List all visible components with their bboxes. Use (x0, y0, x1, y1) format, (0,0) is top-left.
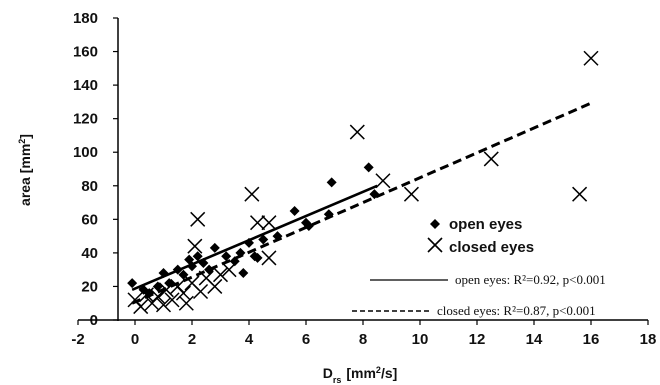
open-eyes-point (244, 237, 254, 248)
open-eyes-point (363, 162, 374, 173)
legend-cross-marker (427, 237, 443, 253)
data-markers (127, 50, 599, 315)
open-eyes-point (204, 264, 215, 275)
closed-eyes-point (572, 186, 588, 202)
open-eyes-point (238, 268, 249, 279)
open-eyes-point (187, 261, 197, 272)
closed-eyes-point (190, 211, 206, 227)
open-eyes-point (235, 247, 246, 258)
y-tick-label: 80 (81, 178, 98, 195)
closed-eyes-point (261, 250, 277, 266)
closed-eyes-point (207, 278, 223, 294)
y-tick-label: 60 (81, 211, 98, 228)
open-eyes-fit-annotation: open eyes: R²=0.92, p<0.001 (455, 272, 606, 287)
x-tick-label: 0 (131, 331, 139, 348)
open-eyes-point (158, 268, 169, 279)
closed-eyes-point (375, 173, 391, 189)
open-eyes-point (229, 256, 240, 267)
closed-eyes-point (483, 151, 499, 167)
x-axis-title: Drs [mm2/s] (323, 365, 398, 385)
closed-eyes-point (178, 295, 194, 311)
x-tick-label: 14 (526, 331, 543, 348)
y-tick-label: 40 (81, 245, 98, 262)
closed-eyes-point (155, 297, 172, 313)
open-eyes-point (209, 242, 220, 253)
open-eyes-point (252, 252, 263, 263)
closed-eyes-point (250, 215, 266, 231)
open-eyes-point (326, 177, 337, 188)
closed-eyes-point (212, 267, 229, 283)
x-tick-label: 18 (640, 331, 657, 348)
closed-eyes-point (244, 186, 260, 202)
open-eyes-point (198, 257, 209, 268)
closed-eyes-fit-annotation: closed eyes: R²=0.87, p<0.001 (437, 303, 596, 318)
x-tick-label: 4 (245, 331, 254, 348)
y-tick-label: 160 (73, 44, 98, 61)
closed-eyes-point (164, 292, 180, 308)
open-eyes-fit-line (131, 184, 378, 291)
open-eyes-point (289, 205, 300, 216)
closed-eyes-point (175, 285, 191, 301)
x-tick-labels: -2 0 2 4 6 8 10 12 14 16 18 (71, 320, 656, 348)
x-tick-label: 2 (188, 331, 196, 348)
open-eyes-point (272, 231, 283, 242)
closed-eyes-point (193, 283, 209, 300)
y-axis-title: area [mm2] (17, 134, 33, 206)
y-tick-labels: 020406080100120140160180 (73, 10, 118, 329)
y-tick-label: 140 (73, 77, 98, 94)
x-tick-label: 6 (302, 331, 310, 348)
closed-eyes-point (221, 262, 237, 278)
open-eyes-point (369, 189, 380, 200)
closed-eyes-point (349, 124, 365, 140)
open-eyes-point (172, 264, 183, 275)
y-tick-label: 100 (73, 144, 98, 161)
closed-eyes-point (150, 288, 166, 305)
open-eyes-point (221, 251, 232, 262)
x-tick-label: 12 (469, 331, 486, 348)
x-tick-label: 8 (359, 331, 367, 348)
legend-closed-eyes-label: closed eyes (449, 239, 534, 256)
open-eyes-point (127, 278, 138, 289)
closed-eyes-point (403, 186, 419, 202)
open-eyes-point (192, 251, 203, 262)
closed-eyes-point (187, 238, 203, 254)
x-tick-label: 16 (583, 331, 600, 348)
x-tick-label: 10 (412, 331, 429, 348)
closed-eyes-point (158, 282, 174, 298)
y-tick-label: 20 (81, 278, 98, 295)
x-tick-label: -2 (71, 331, 84, 348)
open-eyes-point (258, 234, 269, 245)
y-tick-label: 120 (73, 111, 98, 128)
legend-diamond-marker (430, 219, 440, 229)
legend-open-eyes-label: open eyes (449, 216, 522, 233)
fit-lines (131, 100, 595, 305)
y-tick-label: 180 (73, 10, 98, 27)
closed-eyes-point (583, 50, 599, 66)
open-eyes-point (303, 221, 314, 232)
closed-eyes-point (133, 299, 149, 315)
closed-eyes-point (261, 215, 277, 231)
open-eyes-point (323, 209, 334, 220)
legend: open eyes closed eyes open eyes: R²=0.92… (352, 216, 606, 318)
